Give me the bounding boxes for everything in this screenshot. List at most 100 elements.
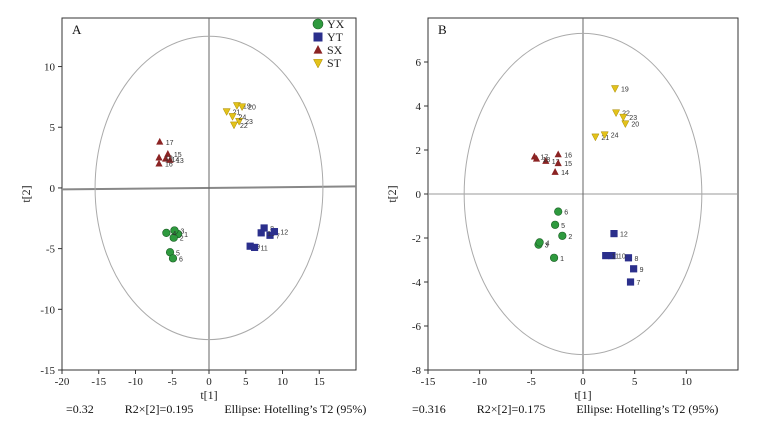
data-point-st xyxy=(235,118,244,126)
panel-b-scatter: -15 -10 -5 0 5 10-8-6-4-20246t[1]t[2]B1234567… xyxy=(385,17,739,402)
point-label: 19 xyxy=(243,103,251,110)
x-tick-label: -15 xyxy=(91,376,106,388)
point-label: 24 xyxy=(239,114,247,121)
legend-marker-yt xyxy=(313,32,323,42)
point-label: 3 xyxy=(180,228,184,235)
panel-a-scatter: -20 -15 -10 -5 0 5 10 15-15-10-50510t[1]t[2]A12… xyxy=(19,17,357,402)
x-tick-label: 15 xyxy=(314,376,326,388)
y-tick-label: 6 xyxy=(416,57,422,69)
y-tick-label: 10 xyxy=(44,62,56,74)
point-label: 17 xyxy=(540,155,548,162)
data-point-sx xyxy=(554,150,562,158)
point-label: 6 xyxy=(179,256,183,263)
data-point-yt xyxy=(602,252,610,260)
y-tick-label: 4 xyxy=(416,101,422,113)
y-tick-label: -2 xyxy=(412,233,421,245)
point-label: 13 xyxy=(552,159,560,166)
point-label: 20 xyxy=(248,105,256,112)
point-label: 20 xyxy=(631,122,639,129)
data-point-yt xyxy=(626,278,635,286)
data-point-yx xyxy=(558,231,567,240)
point-label: 1 xyxy=(560,256,564,263)
panel-letter: A xyxy=(72,22,82,37)
panel-letter: B xyxy=(438,22,447,37)
data-point-st xyxy=(621,120,630,129)
x-tick-label: 5 xyxy=(243,376,249,388)
x-tick-label: 10 xyxy=(277,376,289,388)
data-point-st xyxy=(228,113,237,121)
point-label: 22 xyxy=(240,123,248,130)
y-tick-label: 2 xyxy=(416,145,422,157)
x-tick-label: -10 xyxy=(128,376,143,388)
legend-label-st: ST xyxy=(327,56,342,70)
point-label: 3 xyxy=(545,243,549,250)
point-label: 14 xyxy=(561,170,569,177)
y-tick-label: -6 xyxy=(412,321,422,333)
legend-marker-st xyxy=(313,59,323,69)
point-label: 11 xyxy=(261,245,268,252)
point-label: 8 xyxy=(634,256,638,263)
data-point-yt xyxy=(624,254,633,262)
x-tick-label: 5 xyxy=(632,376,638,388)
panel-a-ellipse-note: Ellipse: Hotelling’s T2 (95%) xyxy=(224,402,367,416)
point-label: 13 xyxy=(176,158,184,165)
x-tick-label: 0 xyxy=(580,376,586,388)
data-point-sx xyxy=(155,153,163,161)
data-point-sx xyxy=(164,149,172,157)
data-point-yt xyxy=(266,231,274,239)
data-point-yt xyxy=(610,230,618,238)
y-tick-label: 0 xyxy=(50,183,56,195)
data-point-sx xyxy=(155,159,163,167)
panel-a-stats: =0.32 R2×[2]=0.195 Ellipse: Hotelling’s … xyxy=(66,402,394,417)
point-label: 2 xyxy=(568,234,572,241)
y-tick-label: -4 xyxy=(412,277,422,289)
data-point-sx xyxy=(162,154,170,162)
x-tick-label: -20 xyxy=(55,376,70,388)
legend-label-yt: YT xyxy=(327,30,344,44)
point-label: 5 xyxy=(176,250,180,257)
data-point-yx xyxy=(549,253,559,262)
x-tick-label: 0 xyxy=(206,376,212,388)
hotelling-ellipse xyxy=(463,32,703,356)
data-point-yt xyxy=(270,228,279,236)
point-label: 7 xyxy=(276,233,280,240)
data-point-st xyxy=(600,131,609,140)
data-point-sx xyxy=(532,154,541,162)
point-label: 11 xyxy=(612,254,619,261)
data-point-sx xyxy=(542,157,550,164)
panel-b-r2x2: R2×[2]=0.175 xyxy=(476,402,546,416)
data-point-st xyxy=(611,85,620,93)
data-point-st xyxy=(619,113,628,122)
point-label: 16 xyxy=(165,162,173,169)
data-point-st xyxy=(238,103,247,112)
data-point-yx xyxy=(550,220,560,229)
data-point-yt xyxy=(246,242,254,250)
x-tick-label: -10 xyxy=(472,376,487,388)
data-point-yt xyxy=(250,243,259,252)
x-tick-label: 10 xyxy=(681,376,693,388)
point-label: 18 xyxy=(165,156,173,163)
y-axis-label: t[2] xyxy=(19,185,33,202)
legend-label-sx: SX xyxy=(327,43,343,57)
data-point-yt xyxy=(260,224,268,232)
panel-b-r2x1: =0.316 xyxy=(412,402,446,416)
point-label: 2 xyxy=(180,236,184,243)
panel-b-stats: =0.316 R2×[2]=0.175 Ellipse: Hotelling’s… xyxy=(412,402,746,417)
data-point-yx xyxy=(554,207,563,216)
y-tick-label: 5 xyxy=(50,122,56,134)
point-label: 21 xyxy=(601,135,609,142)
point-label: 17 xyxy=(166,140,174,147)
data-point-yt xyxy=(257,229,265,237)
y-tick-label: -10 xyxy=(40,304,55,316)
point-label: 19 xyxy=(621,86,629,93)
point-label: 12 xyxy=(280,230,288,237)
point-label: 21 xyxy=(233,109,241,116)
point-label: 24 xyxy=(611,133,619,140)
y-tick-label: -8 xyxy=(412,365,422,377)
legend-label-yx: YX xyxy=(327,17,345,31)
point-label: 6 xyxy=(564,210,568,217)
x-axis-label: t[1] xyxy=(574,388,591,402)
point-label: 15 xyxy=(564,161,572,168)
data-point-st xyxy=(222,108,231,116)
